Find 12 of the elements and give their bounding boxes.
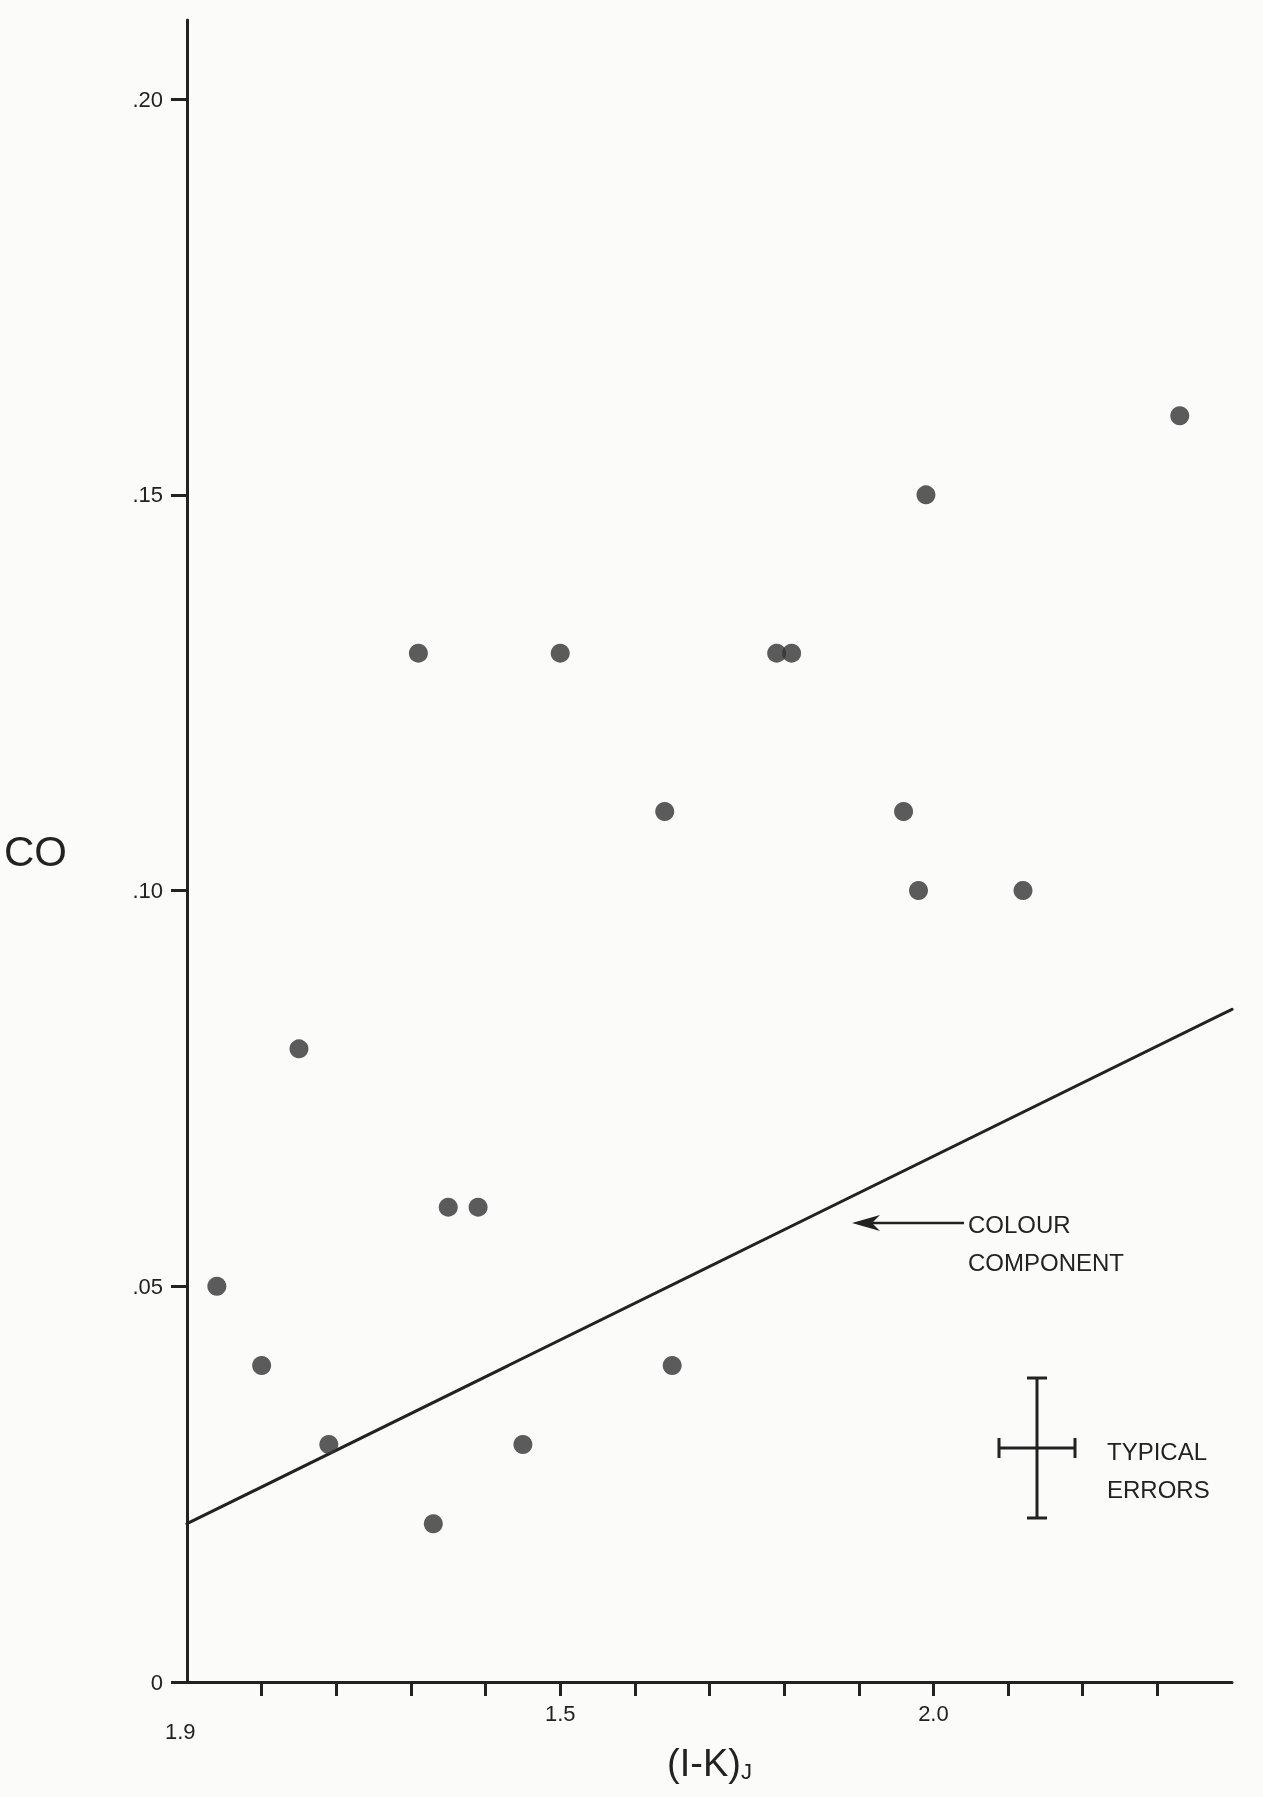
x-axis-title: (I-K)J <box>667 1742 752 1784</box>
y-tick-label: 0 <box>150 1669 163 1695</box>
y-tick-label: .15 <box>132 482 163 508</box>
annotation: COLOUR COMPONENT <box>968 1210 1125 1276</box>
annotation: TYPICAL ERRORS <box>1107 1437 1210 1503</box>
x-tick-label: 1.5 <box>544 1700 576 1726</box>
y-axis-title: CO <box>4 827 67 875</box>
y-tick-label: .10 <box>132 878 163 904</box>
y-tick-label: .05 <box>132 1273 163 1299</box>
x-tick-label: 2.0 <box>918 1700 949 1726</box>
text: 1.9 <box>165 1718 196 1744</box>
y-tick-label: .20 <box>132 86 163 112</box>
